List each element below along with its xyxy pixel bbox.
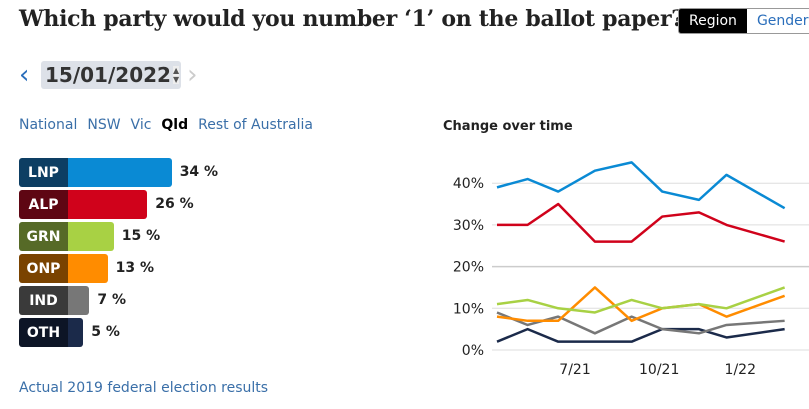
bar-label: LNP (19, 158, 68, 187)
bar-label: GRN (19, 222, 68, 251)
series-line-grn (496, 286, 786, 314)
x-tick-label: 10/21 (639, 362, 679, 378)
bar-value: 34 % (179, 164, 219, 180)
page-title: Which party would you number ‘1’ on the … (19, 6, 684, 32)
bar-fill (68, 286, 90, 315)
date-input[interactable]: 15/01/2022 (45, 63, 171, 87)
series-line-ind (496, 311, 785, 335)
bar-label: IND (19, 286, 68, 315)
series-line-alp (497, 202, 785, 243)
bar-value: 26 % (155, 196, 194, 212)
bar-value: 13 % (115, 260, 155, 276)
toggle-gender[interactable]: Gender (746, 9, 809, 33)
bar-value: 15 % (121, 228, 161, 244)
bar-label: ONP (19, 254, 68, 283)
chart-title: Change over time (443, 119, 573, 134)
y-tick-label: 20% (453, 260, 484, 276)
region-tab-rest-of-australia[interactable]: Rest of Australia (198, 117, 313, 133)
x-tick-label: 1/22 (725, 362, 756, 378)
toggle-region[interactable]: Region (679, 9, 747, 33)
series-line-oth (496, 327, 785, 343)
bar-fill (68, 318, 84, 347)
next-date-chevron-icon[interactable]: › (187, 60, 198, 90)
bar-grn: GRN (19, 222, 114, 251)
bar-fill (68, 222, 114, 251)
date-spinner[interactable]: ▲ ▼ (172, 66, 180, 84)
prev-date-chevron-icon[interactable]: ‹ (19, 60, 30, 90)
region-tab-vic[interactable]: Vic (130, 117, 152, 133)
bar-fill (68, 190, 148, 219)
bar-value: 7 % (97, 292, 126, 308)
bar-value: 5 % (91, 324, 120, 340)
date-picker: ‹ 15/01/2022 ▲ ▼ › (19, 60, 209, 90)
bar-fill (68, 254, 108, 283)
bar-label: ALP (19, 190, 68, 219)
actual-results-link[interactable]: Actual 2019 federal election results (19, 380, 269, 396)
region-tab-national[interactable]: National (19, 117, 78, 133)
y-tick-label: 30% (453, 218, 484, 234)
series-line-onp (496, 286, 786, 323)
bar-fill (68, 158, 172, 187)
bar-onp: ONP (19, 254, 108, 283)
y-tick-label: 40% (453, 176, 484, 192)
bar-ind: IND (19, 286, 90, 315)
region-tab-qld[interactable]: Qld (161, 117, 189, 133)
x-tick-label: 7/21 (559, 362, 590, 378)
region-tab-nsw[interactable]: NSW (87, 117, 121, 133)
bar-alp: ALP (19, 190, 148, 219)
series-line-lnp (496, 161, 786, 210)
bar-label: OTH (19, 318, 68, 347)
bar-lnp: LNP (19, 158, 172, 187)
y-tick-label: 10% (453, 301, 484, 317)
region-tabs: National NSW Vic Qld Rest of Australia (19, 117, 313, 133)
y-tick-label: 0% (462, 343, 484, 359)
bar-oth: OTH (19, 318, 84, 347)
view-toggle: Region Gender (678, 8, 809, 34)
